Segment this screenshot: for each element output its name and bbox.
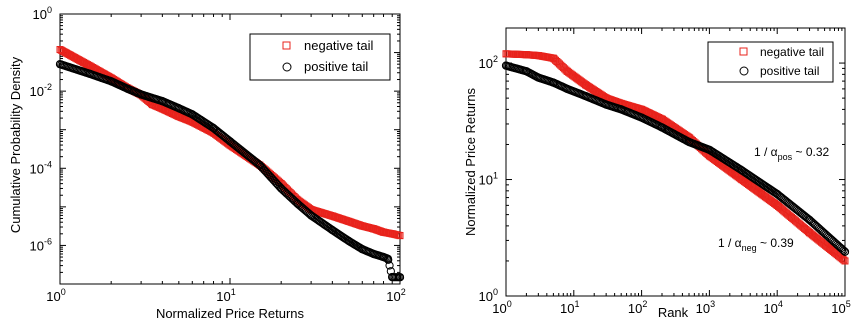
- right-positive-tail-point: [838, 245, 847, 254]
- right-x-tick-label: 104: [763, 299, 782, 316]
- right-y-tick-label: 101: [479, 171, 498, 188]
- annotation-alpha-pos: 1 / αpos ~ 0.32: [754, 145, 829, 162]
- left-positive-tail-point: [385, 261, 394, 270]
- right-ylabel: Normalized Price Returns: [463, 87, 478, 236]
- legend-positive-circle-icon: [739, 66, 749, 76]
- left-chart: 100 101 102 100 10-2 10-4 10-6 Normalized Pric…: [8, 5, 406, 321]
- right-x-tick-label: 103: [696, 299, 715, 316]
- right-x-tick-label: 105: [831, 299, 850, 316]
- left-y-tick-label: 10-4: [30, 159, 52, 176]
- right-x-tick-label: 100: [492, 299, 511, 316]
- left-ylabel: Cumulative Probability Density: [8, 56, 23, 233]
- left-x-tick-label: 102: [386, 287, 405, 304]
- right-legend-positive-label: positive tail: [760, 64, 819, 78]
- left-legend-positive-label: positive tail: [304, 59, 368, 74]
- right-legend: negative tail positive tail: [707, 41, 834, 83]
- left-plot-area: 100 101 102 100 10-2 10-4 10-6: [30, 5, 406, 304]
- left-y-tick-label: 100: [33, 5, 52, 22]
- right-y-tick-label: 100: [479, 287, 498, 304]
- right-chart: 100 101 102 103 104 105 100 101 102 Rank Normali…: [463, 27, 851, 320]
- right-negative-tail-point: [841, 257, 849, 265]
- right-y-tick-label: 102: [479, 54, 498, 71]
- left-y-tick-label: 10-2: [30, 82, 52, 99]
- left-legend-negative-label: negative tail: [304, 38, 373, 53]
- right-negative-tail-point: [840, 256, 848, 264]
- right-legend-box: [707, 41, 834, 83]
- right-legend-negative-label: negative tail: [760, 45, 824, 59]
- legend-negative-square-icon: [739, 47, 748, 56]
- left-x-tick-label: 101: [216, 287, 235, 304]
- left-y-tick-label: 10-6: [30, 236, 52, 253]
- right-positive-tail-point: [840, 247, 850, 256]
- left-legend: negative tail positive tail: [249, 33, 391, 81]
- right-axes-frame: [505, 27, 846, 297]
- right-xlabel: Rank: [658, 305, 689, 320]
- left-x-tick-label: 100: [46, 287, 65, 304]
- annotation-alpha-neg: 1 / αneg ~ 0.39: [718, 236, 794, 253]
- left-positive-tail-point: [395, 273, 405, 282]
- left-negative-tail-point: [396, 232, 404, 240]
- right-x-tick-label: 102: [628, 299, 647, 316]
- right-positive-tail-point: [839, 246, 848, 255]
- legend-negative-square-icon: [282, 41, 291, 50]
- left-positive-tail-point: [382, 254, 392, 263]
- right-x-tick-label: 101: [560, 299, 579, 316]
- legend-positive-circle-icon: [282, 62, 292, 72]
- left-xlabel: Normalized Price Returns: [156, 306, 305, 321]
- left-positive-tail-point: [384, 255, 393, 264]
- right-plot-area: 100 101 102 103 104 105 100 101 102: [479, 27, 851, 316]
- left-legend-box: [249, 33, 391, 81]
